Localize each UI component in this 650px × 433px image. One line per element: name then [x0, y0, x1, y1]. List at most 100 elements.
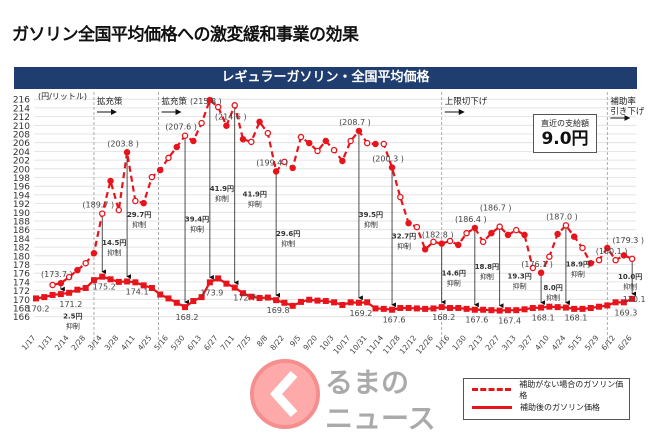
- y-tick-label: 166: [13, 313, 30, 323]
- x-tick-label: 1/17: [20, 333, 38, 352]
- reduction-label: 抑制: [513, 282, 527, 291]
- reduction-amount: 39.5円: [359, 211, 383, 219]
- data-label: 167.6: [465, 316, 488, 325]
- reduction-amount: 41.9円: [210, 185, 234, 193]
- y-tick-label: 212: [13, 113, 30, 123]
- data-point-no-subsidy: [272, 168, 280, 175]
- data-point-no-subsidy: [570, 233, 578, 240]
- data-point-no-subsidy: [173, 143, 181, 151]
- x-tick-label: 2/28: [69, 333, 87, 352]
- data-point-no-subsidy: [446, 237, 454, 245]
- data-point-no-subsidy: [107, 177, 114, 185]
- legend-label: 補助後のガソリン価格: [520, 403, 600, 412]
- reduction-label: 抑制: [571, 269, 585, 278]
- data-point-after-subsidy: [206, 279, 213, 286]
- data-point-no-subsidy: [628, 255, 636, 263]
- data-point-after-subsidy: [289, 302, 296, 309]
- reduction-amount: 29.6円: [276, 230, 300, 238]
- data-point-after-subsidy: [215, 275, 222, 282]
- data-point-no-subsidy: [595, 256, 603, 264]
- data-point-no-subsidy: [430, 238, 437, 246]
- x-tick-label: 1/31: [36, 333, 54, 352]
- watermark-logo: るまの ニュース: [250, 359, 436, 432]
- data-point-after-subsidy: [74, 286, 81, 293]
- legend-item-dashed: 補助がない場合のガソリン価格: [472, 380, 629, 400]
- data-label: 171.2: [59, 300, 82, 309]
- y-axis-label: (円/リットル): [38, 92, 87, 101]
- reduction-amount: 32.7円: [392, 233, 416, 241]
- data-point-no-subsidy: [115, 206, 123, 214]
- data-point-after-subsidy: [488, 307, 495, 314]
- reduction-amount: 14.6円: [442, 269, 466, 277]
- reduction-label: 抑制: [107, 248, 121, 257]
- x-tick-label: 5/29: [583, 333, 601, 352]
- reduction-amount: 41.9円: [243, 190, 267, 198]
- y-tick-label: 174: [13, 278, 30, 288]
- series-line-no-subsidy: [52, 98, 633, 287]
- reduction-label: 抑制: [364, 220, 378, 229]
- data-point-after-subsidy: [198, 294, 205, 301]
- data-point-no-subsidy: [190, 137, 197, 145]
- data-label: (203.8 ): [107, 139, 139, 148]
- data-point-after-subsidy: [223, 280, 230, 287]
- data-point-no-subsidy: [397, 193, 404, 201]
- data-point-after-subsidy: [463, 305, 470, 312]
- reduction-label: 抑制: [281, 239, 295, 248]
- y-tick-label: 188: [13, 218, 30, 228]
- data-point-no-subsidy: [347, 137, 354, 145]
- data-point-after-subsidy: [182, 304, 189, 311]
- data-label: 168.2: [432, 313, 455, 322]
- data-point-after-subsidy: [496, 307, 503, 314]
- chart-banner: レギュラーガソリン・全国平均価格: [14, 67, 637, 89]
- y-tick-label: 178: [13, 261, 30, 271]
- data-label: 167.4: [498, 317, 521, 326]
- data-point-after-subsidy: [571, 305, 578, 312]
- data-point-after-subsidy: [281, 299, 288, 306]
- reduction-amount: 18.9円: [566, 260, 590, 268]
- x-tick-label: 7/25: [235, 333, 253, 352]
- data-point-after-subsidy: [430, 305, 437, 312]
- y-tick-label: 216: [13, 96, 30, 106]
- data-point-no-subsidy: [206, 96, 214, 104]
- data-label: (186.4 ): [455, 215, 487, 224]
- y-tick-label: 202: [13, 157, 30, 167]
- data-point-after-subsidy: [521, 306, 528, 313]
- data-point-after-subsidy: [107, 276, 114, 283]
- data-label: 172.7: [233, 294, 256, 303]
- latest-payment-box: 直近の支給額 9.0円: [533, 114, 597, 153]
- data-label: 169.2: [349, 309, 372, 318]
- data-point-after-subsidy: [256, 294, 263, 301]
- data-point-after-subsidy: [455, 305, 462, 311]
- data-point-after-subsidy: [471, 306, 478, 313]
- data-point-no-subsidy: [455, 241, 462, 249]
- data-point-after-subsidy: [41, 294, 48, 301]
- data-label: (179.3 ): [612, 236, 644, 245]
- data-label: 170.1: [623, 295, 646, 304]
- data-point-no-subsidy: [471, 224, 479, 232]
- data-point-after-subsidy: [90, 277, 97, 284]
- reduction-amount: 14.5円: [102, 239, 126, 247]
- data-point-after-subsidy: [604, 302, 611, 309]
- data-point-no-subsidy: [546, 253, 553, 260]
- data-point-no-subsidy: [289, 164, 296, 172]
- x-tick-label: 3/28: [103, 333, 121, 352]
- x-tick-label: 2/13: [467, 333, 485, 352]
- data-point-no-subsidy: [49, 281, 56, 289]
- x-tick-label: 2/27: [483, 333, 501, 352]
- data-point-after-subsidy: [132, 279, 139, 286]
- data-point-no-subsidy: [479, 238, 487, 246]
- data-point-no-subsidy: [363, 139, 371, 147]
- chart-legend: 補助がない場合のガソリン価格 補助後のガソリン価格: [463, 378, 630, 420]
- data-label: (187.0 ): [546, 212, 578, 221]
- data-point-no-subsidy: [504, 231, 512, 239]
- data-point-after-subsidy: [49, 291, 56, 298]
- x-tick-label: 1/30: [450, 333, 468, 352]
- reduction-label: 抑制: [480, 272, 494, 281]
- data-point-no-subsidy: [123, 149, 131, 156]
